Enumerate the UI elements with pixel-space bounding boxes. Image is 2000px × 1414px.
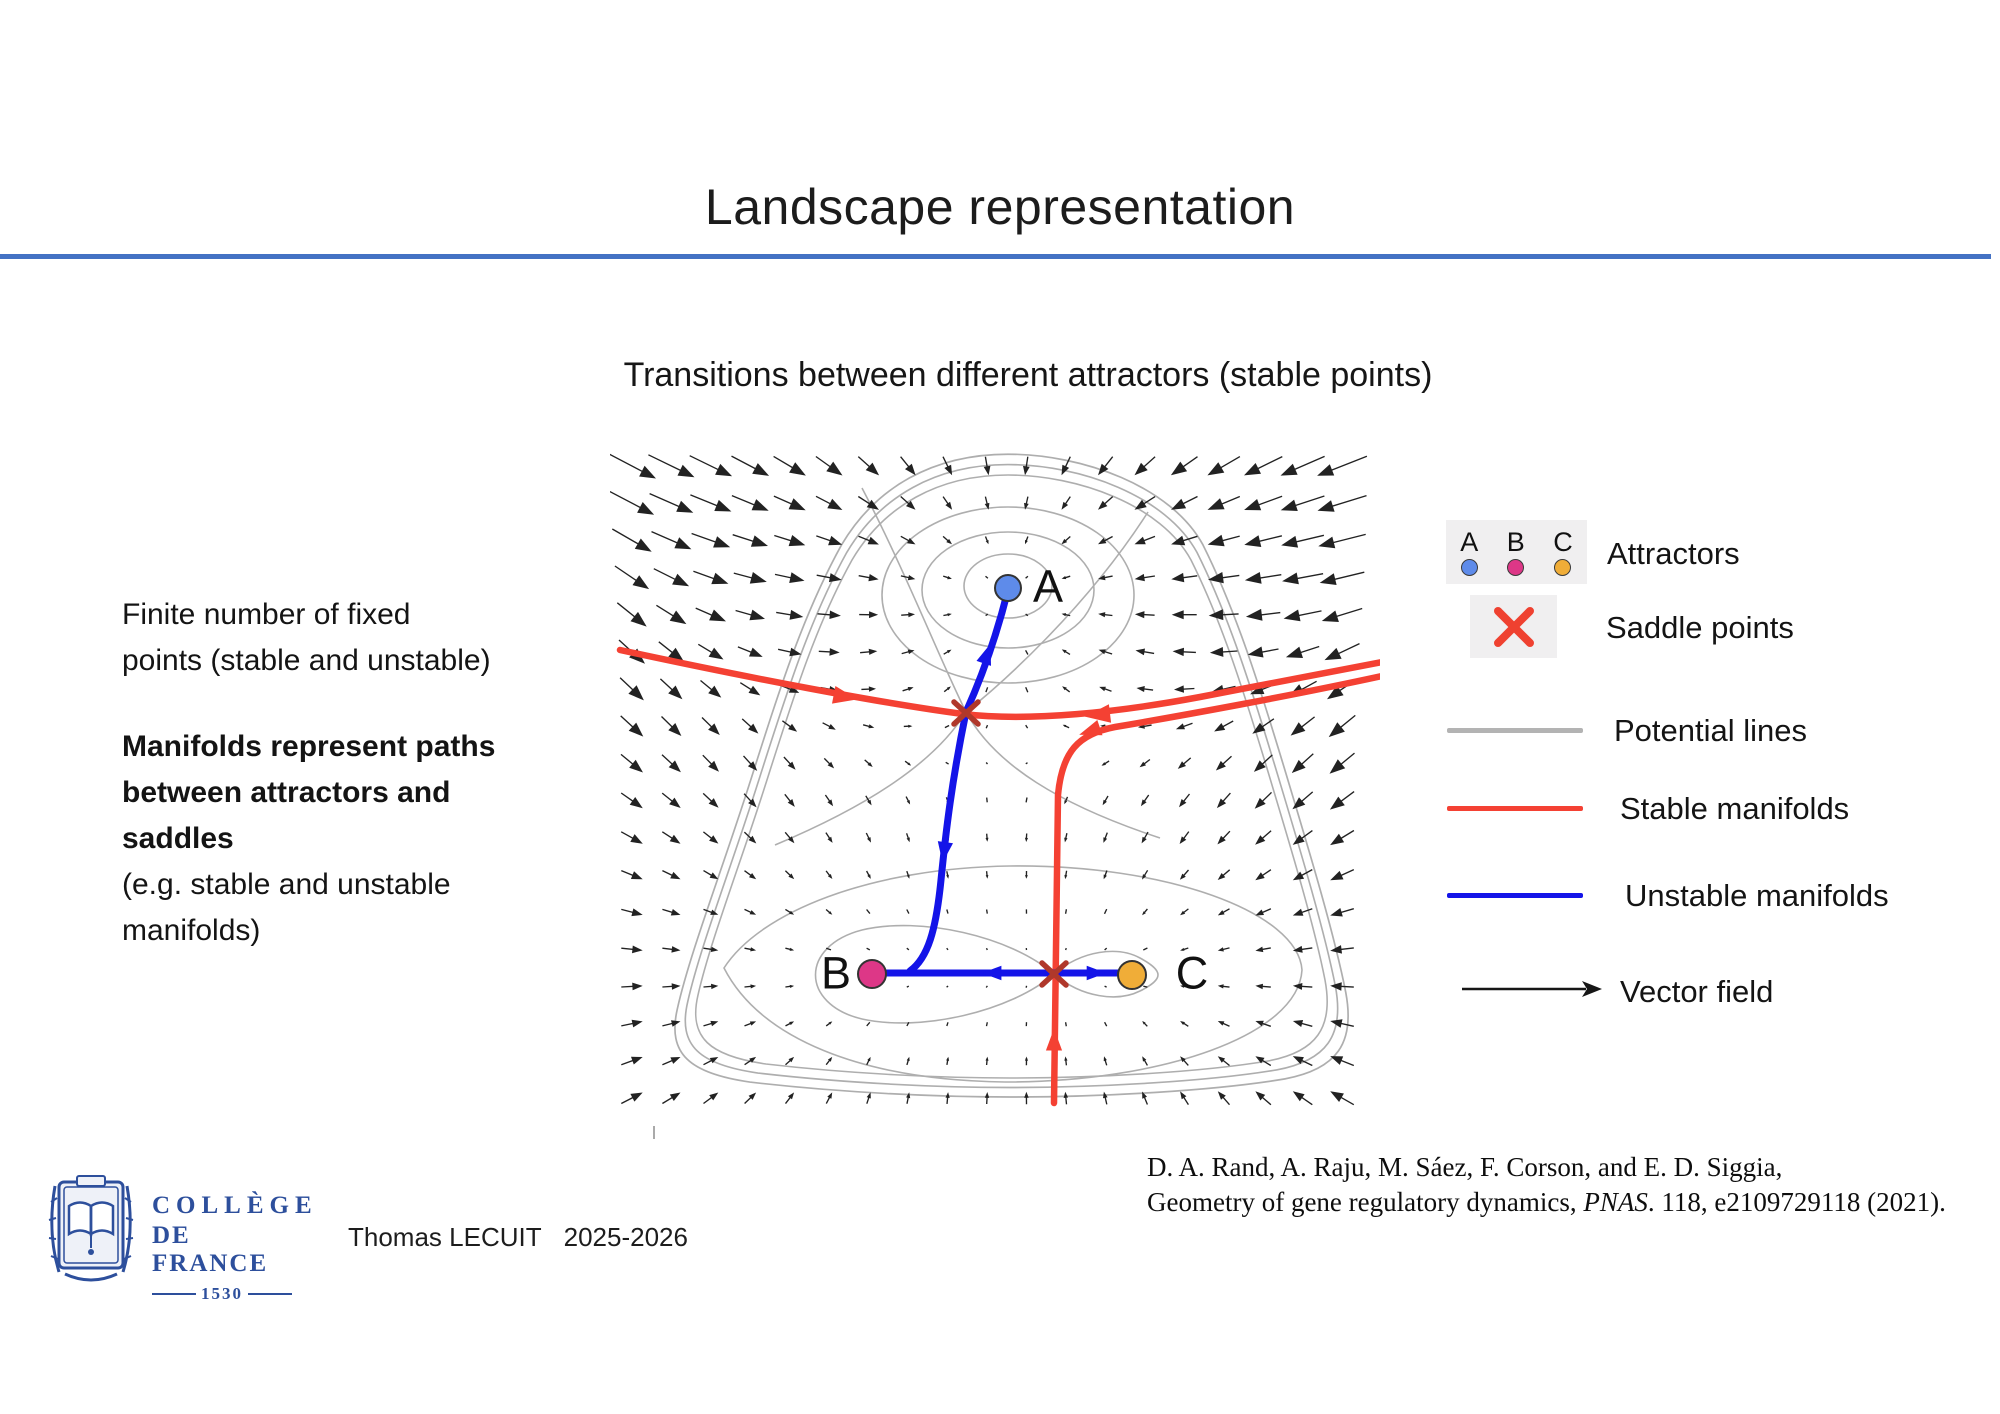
legend-vector-label: Vector field bbox=[1620, 974, 1774, 1009]
note-paragraph-3: (e.g. stable and unstable manifolds) bbox=[122, 862, 582, 954]
logo-rule-left bbox=[152, 1293, 196, 1295]
legend-saddle-swatch bbox=[1470, 595, 1557, 658]
attractor-c-dot-icon bbox=[1554, 558, 1572, 576]
title-divider-line bbox=[0, 254, 1991, 259]
note-line: Manifolds represent paths bbox=[122, 730, 496, 763]
page-title: Landscape representation bbox=[704, 179, 1296, 235]
legend-attractor-c: C bbox=[1553, 526, 1573, 576]
legend-attractor-b: B bbox=[1506, 526, 1525, 576]
note-line: points (stable and unstable) bbox=[122, 644, 491, 677]
legend-attractors-swatch: A B C bbox=[1446, 520, 1587, 584]
note-line: Finite number of fixed bbox=[122, 598, 411, 631]
legend-stable-label: Stable manifolds bbox=[1620, 791, 1850, 826]
legend-unstable-manifold-swatch bbox=[1447, 893, 1583, 898]
attractor-c-point bbox=[1117, 960, 1147, 990]
note-line: saddles bbox=[122, 822, 234, 855]
unstable-manifold bbox=[874, 586, 1126, 981]
legend-attractors-label: Attractors bbox=[1607, 536, 1740, 571]
saddle-point-markers bbox=[951, 699, 1069, 988]
potential-contours bbox=[674, 453, 1350, 1098]
note-line: between attractors and bbox=[122, 776, 451, 809]
legend-vector-arrow-icon bbox=[1462, 981, 1602, 997]
attractor-b-point bbox=[857, 959, 887, 989]
logo-de-france-line: DE FRANCE bbox=[152, 1222, 269, 1277]
attractor-b-dot-icon bbox=[1507, 558, 1525, 576]
college-de-france-wordmark: COLLÈGE DE FRANCE 1530 bbox=[152, 1192, 318, 1304]
phase-portrait-diagram: A B C bbox=[607, 440, 1386, 1140]
vector-field-arrows bbox=[607, 452, 1368, 1106]
attractor-a-label: A bbox=[1033, 561, 1063, 612]
note-line: manifolds) bbox=[122, 914, 261, 947]
stable-manifold bbox=[616, 646, 1386, 1107]
note-paragraph-2: Manifolds represent paths between attrac… bbox=[122, 724, 582, 862]
college-de-france-crest-icon bbox=[48, 1175, 134, 1282]
attractor-b-label: B bbox=[821, 948, 851, 999]
note-line: (e.g. stable and unstable bbox=[122, 868, 451, 901]
legend-saddle-label: Saddle points bbox=[1606, 610, 1794, 645]
lecturer-name: Thomas LECUIT bbox=[348, 1222, 542, 1252]
legend-stable-manifold-swatch bbox=[1447, 806, 1583, 811]
citation-authors: D. A. Rand, A. Raju, M. Sáez, F. Corson,… bbox=[1147, 1152, 1783, 1182]
legend-attractor-a: A bbox=[1460, 526, 1479, 576]
note-gap bbox=[122, 684, 582, 724]
legend-unstable-label: Unstable manifolds bbox=[1625, 878, 1889, 913]
logo-rule-right bbox=[248, 1293, 292, 1295]
attractor-a-letter: A bbox=[1460, 526, 1479, 557]
logo-college-line: COLLÈGE bbox=[152, 1192, 318, 1219]
attractor-b-letter: B bbox=[1506, 526, 1525, 557]
left-notes-block: Finite number of fixed points (stable an… bbox=[122, 592, 582, 954]
course-credit: Thomas LECUIT 2025-2026 bbox=[348, 1222, 688, 1253]
slide-subtitle: Transitions between different attractors… bbox=[623, 356, 1433, 394]
attractor-c-letter: C bbox=[1553, 526, 1573, 557]
attractor-a-point bbox=[994, 574, 1022, 602]
citation-journal: PNAS bbox=[1583, 1187, 1648, 1217]
citation-source: Geometry of gene regulatory dynamics, PN… bbox=[1147, 1187, 1946, 1217]
logo-year-row: 1530 bbox=[152, 1284, 292, 1304]
saddle-x-icon bbox=[1493, 606, 1534, 647]
logo-founding-year: 1530 bbox=[201, 1284, 243, 1303]
note-paragraph-1: Finite number of fixed points (stable an… bbox=[122, 592, 582, 684]
reference-citation: D. A. Rand, A. Raju, M. Sáez, F. Corson,… bbox=[1147, 1150, 1946, 1220]
legend-potential-label: Potential lines bbox=[1614, 713, 1808, 748]
legend-potential-line-swatch bbox=[1447, 728, 1583, 733]
vector-field-plot: A B C bbox=[607, 452, 1386, 1139]
attractor-c-label: C bbox=[1176, 948, 1209, 999]
course-years: 2025-2026 bbox=[563, 1222, 688, 1252]
attractor-a-dot-icon bbox=[1460, 558, 1478, 576]
